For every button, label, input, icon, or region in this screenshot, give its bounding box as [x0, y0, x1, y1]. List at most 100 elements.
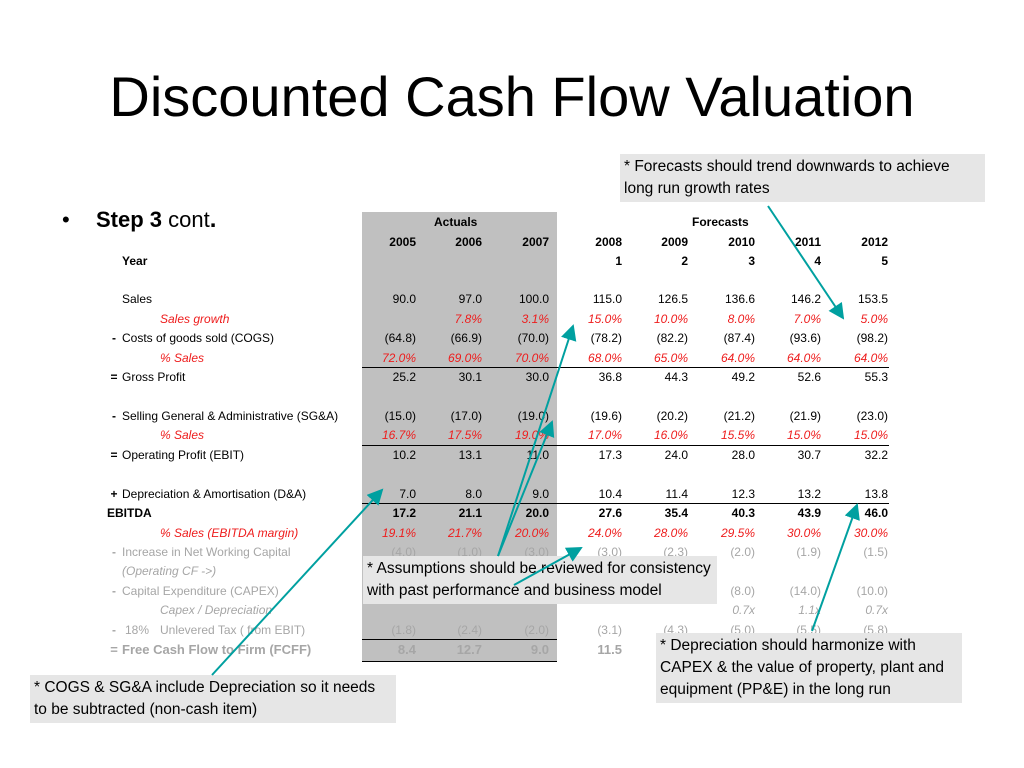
cell-2012: 15.0%: [853, 428, 888, 442]
cell-2011: (14.0): [789, 584, 821, 598]
cell-2009: (82.2): [656, 331, 688, 345]
cell-2011: 30.0%: [786, 526, 821, 540]
cell-2011: (1.9): [796, 545, 821, 559]
cell-2009: 44.3: [664, 370, 688, 384]
row-operator: -: [112, 584, 116, 598]
cell-2011: 64.0%: [786, 351, 821, 365]
cell-2012: 0.7x: [865, 603, 888, 617]
cell-2009: 11.4: [665, 487, 688, 501]
cell-2010: 49.2: [731, 370, 755, 384]
cell-2006: (66.9): [450, 331, 482, 345]
row-label: Capex / Depreciation: [160, 603, 273, 617]
header-actuals: Actuals: [434, 215, 478, 229]
cell-2011: 13.2: [797, 487, 821, 501]
cell-2007: 20.0: [525, 506, 549, 520]
table-row-cogs-pct: % Sales 72.0% 69.0% 70.0% 68.0% 65.0% 64.0% 64.…: [0, 349, 1024, 368]
cell-2007: (3.0): [524, 545, 549, 559]
cell-2005: 17.2: [392, 506, 416, 520]
cell-2005: (4.0): [391, 545, 416, 559]
cell-2005: 7.0: [399, 487, 416, 501]
cell-2008: 17.0%: [587, 428, 622, 442]
table-row-gross-profit: = Gross Profit 25.2 30.1 30.0 36.8 44.3 49.2 52.…: [0, 368, 1024, 387]
cell-2007: 9.0: [530, 642, 549, 657]
cell-2011: 7.0%: [793, 312, 821, 326]
table-row-fcff: = Free Cash Flow to Firm (FCFF) 8.4 12.7 9.0…: [0, 640, 1024, 659]
header-forecasts: Forecasts: [692, 215, 749, 229]
cell-2010: 64.0%: [720, 351, 755, 365]
separator-ebit: [362, 445, 889, 446]
cell-2007: 70.0%: [514, 351, 549, 365]
cell-2012: (10.0): [856, 584, 888, 598]
table-row-nwc: - Increase in Net Working Capital (4.0) (1.…: [0, 543, 1024, 562]
cell-2010: 28.0: [731, 448, 755, 462]
cell-2010: (87.4): [723, 331, 755, 345]
row-label: Increase in Net Working Capital: [122, 545, 291, 559]
cell-2006: 7.8%: [454, 312, 482, 326]
note-depreciation: * Depreciation should harmonize with CAP…: [656, 633, 962, 703]
year-cell: 2010: [728, 235, 755, 249]
cell-2008: (19.6): [590, 409, 622, 423]
cell-2009: 35.4: [664, 506, 688, 520]
row-operator: =: [110, 448, 118, 462]
arrow-assumptions-3: [513, 547, 583, 586]
cell-2008: 17.3: [598, 448, 622, 462]
cell-2008: (3.0): [597, 545, 622, 559]
row-label: Operating Profit (EBIT): [122, 448, 245, 462]
cell-2010: 29.5%: [720, 526, 755, 540]
cell-2010: 12.3: [731, 487, 755, 501]
row-label: Selling General & Administrative (SG&A): [122, 409, 339, 423]
cell-2005: 25.2: [392, 370, 416, 384]
row-label: Costs of goods sold (COGS): [122, 331, 275, 345]
table-row-ebitda-margin: % Sales (EBITDA margin) 19.1% 21.7% 20.0% 24…: [0, 524, 1024, 543]
bullet-marker: •: [62, 207, 70, 232]
cell-2010: 40.3: [731, 506, 755, 520]
cell-2006: 30.1: [458, 370, 482, 384]
cell-2005: 10.2: [392, 448, 416, 462]
row-label: Gross Profit: [122, 370, 186, 384]
row-operator: =: [110, 642, 118, 657]
row-operator: =: [110, 370, 118, 384]
cell-2011: 30.7: [797, 448, 821, 462]
cell-2011: (93.6): [789, 331, 821, 345]
row-label: Sales: [122, 292, 153, 306]
cell-2005: 90.0: [392, 292, 416, 306]
row-label: % Sales: [160, 351, 205, 365]
arrow-assumptions-1: [497, 324, 577, 557]
cell-2005: 8.4: [397, 642, 416, 657]
cell-2012: (98.2): [856, 331, 888, 345]
cell-2007: 20.0%: [514, 526, 549, 540]
separator-fcff: [362, 639, 557, 640]
cell-2012: 55.3: [864, 370, 888, 384]
year-cell: 2007: [522, 235, 549, 249]
cell-2005: 16.7%: [381, 428, 416, 442]
cell-2005: (64.8): [384, 331, 416, 345]
cell-2010: 136.6: [724, 292, 755, 306]
cell-2008: 36.8: [598, 370, 622, 384]
year-index-cell: 5: [881, 254, 888, 268]
bullet-bold: Step 3: [96, 207, 163, 232]
row-operator: -: [112, 331, 116, 345]
cell-2010: 0.7x: [732, 603, 755, 617]
row-label: % Sales: [160, 428, 205, 442]
row-operator: -: [112, 545, 116, 559]
cell-2009: (2.3): [663, 545, 688, 559]
cell-2009: 126.5: [657, 292, 688, 306]
cell-2008: 27.6: [598, 506, 622, 520]
cell-2007: 100.0: [518, 292, 549, 306]
cell-2009: 16.0%: [653, 428, 688, 442]
table-row-sga-pct: % Sales 16.7% 17.5% 19.0% 17.0% 16.0% 15.5% 15.…: [0, 426, 1024, 445]
year-cell: 2006: [455, 235, 482, 249]
cell-2009: 10.0%: [653, 312, 688, 326]
row-label: % Sales (EBITDA margin): [160, 526, 299, 540]
note-forecasts: * Forecasts should trend downwards to ac…: [620, 154, 985, 202]
cell-2010: (21.2): [723, 409, 755, 423]
cell-2006: 12.7: [456, 642, 482, 657]
year-label: Year: [122, 254, 148, 268]
cell-2009: 24.0: [664, 448, 688, 462]
cell-2007: 3.1%: [521, 312, 549, 326]
cell-2011: 43.9: [797, 506, 821, 520]
cell-2007: (70.0): [517, 331, 549, 345]
cell-2008: 24.0%: [587, 526, 622, 540]
table-row-sales: Sales 90.0 97.0 100.0 115.0 126.5 136.6 146.2 15…: [0, 290, 1024, 309]
